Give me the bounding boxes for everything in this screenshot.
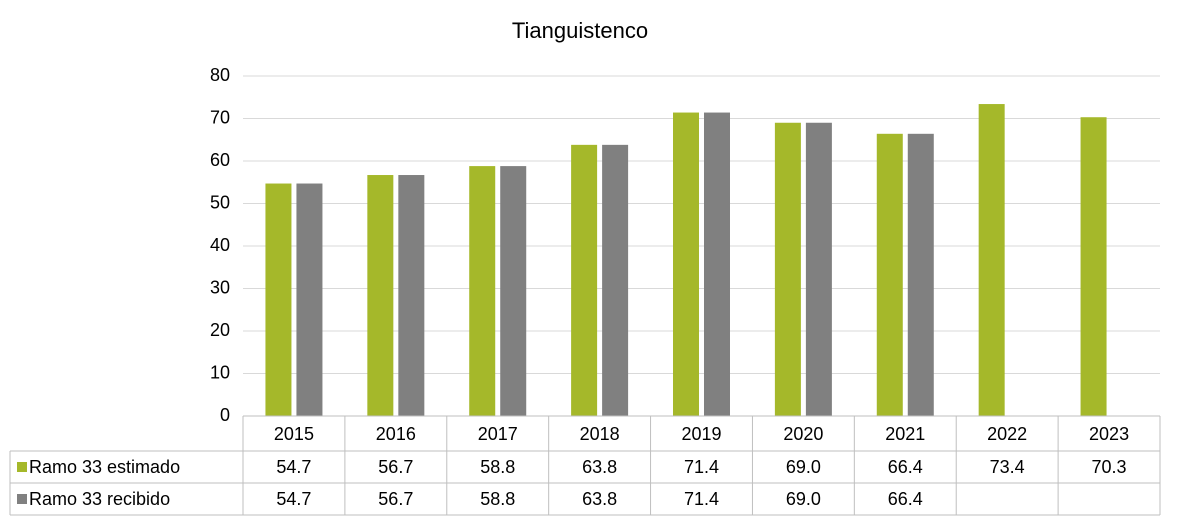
- x-tick-label: 2020: [783, 424, 823, 444]
- bar: [673, 112, 699, 417]
- table-cell: 54.7: [276, 457, 311, 477]
- table-cell: 58.8: [480, 457, 515, 477]
- table-cell: 70.3: [1092, 457, 1127, 477]
- bar: [398, 175, 425, 416]
- y-tick-label: 50: [210, 192, 230, 212]
- table-cell: 56.7: [378, 489, 413, 509]
- x-tick-label: 2017: [478, 424, 518, 444]
- legend-key: [17, 494, 27, 504]
- bar: [265, 183, 292, 416]
- y-tick-label: 0: [220, 405, 230, 425]
- bar: [805, 122, 832, 416]
- x-tick-label: 2019: [681, 424, 721, 444]
- table-cell: 69.0: [786, 457, 821, 477]
- table-cell: 63.8: [582, 457, 617, 477]
- legend-label: Ramo 33 recibido: [29, 489, 170, 509]
- y-tick-label: 30: [210, 277, 230, 297]
- table-cell: 71.4: [684, 457, 719, 477]
- bar: [978, 104, 1005, 417]
- x-tick-label: 2016: [376, 424, 416, 444]
- legend-key: [17, 462, 27, 472]
- y-tick-label: 80: [210, 65, 230, 85]
- bar: [876, 133, 903, 417]
- table-cell: 66.4: [888, 489, 923, 509]
- bar: [704, 112, 730, 417]
- x-tick-label: 2022: [987, 424, 1027, 444]
- y-tick-label: 60: [210, 150, 230, 170]
- bar: [602, 144, 629, 416]
- table-cell: 63.8: [582, 489, 617, 509]
- bar: [907, 133, 934, 417]
- bar: [367, 175, 394, 416]
- table-cell: 69.0: [786, 489, 821, 509]
- x-tick-label: 2018: [580, 424, 620, 444]
- y-tick-label: 10: [210, 362, 230, 382]
- table-cell: 56.7: [378, 457, 413, 477]
- y-tick-label: 20: [210, 320, 230, 340]
- table-cell: 73.4: [990, 457, 1025, 477]
- x-tick-label: 2021: [885, 424, 925, 444]
- chart-title: Tianguistenco: [512, 18, 648, 43]
- bar: [469, 166, 496, 416]
- table-cell: 58.8: [480, 489, 515, 509]
- bar: [500, 166, 527, 416]
- x-tick-label: 2015: [274, 424, 314, 444]
- table-cell: 66.4: [888, 457, 923, 477]
- y-tick-label: 40: [210, 235, 230, 255]
- x-tick-label: 2023: [1089, 424, 1129, 444]
- y-tick-label: 70: [210, 107, 230, 127]
- bar: [571, 144, 598, 416]
- legend-label: Ramo 33 estimado: [29, 457, 180, 477]
- bar: [1080, 117, 1107, 416]
- table-cell: 71.4: [684, 489, 719, 509]
- bar: [296, 183, 323, 416]
- bar: [774, 122, 801, 416]
- table-cell: 54.7: [276, 489, 311, 509]
